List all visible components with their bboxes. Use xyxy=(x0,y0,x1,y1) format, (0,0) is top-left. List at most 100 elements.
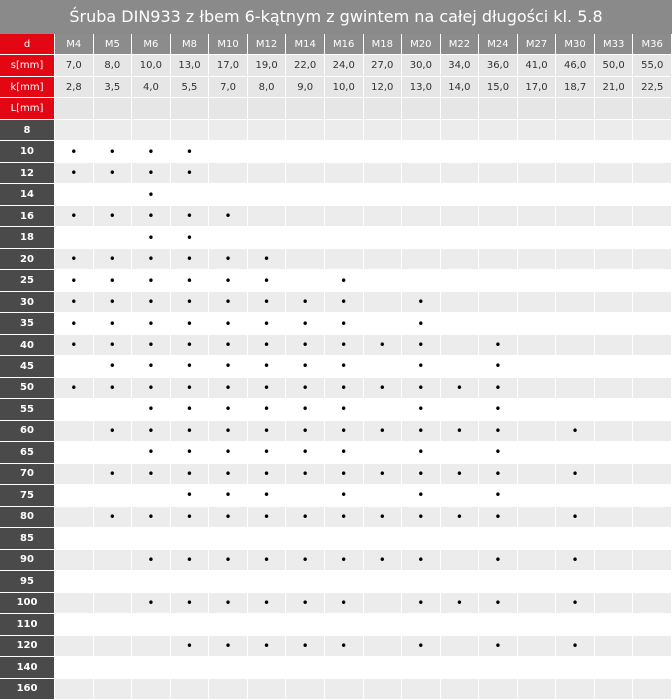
availability-dot: • xyxy=(440,463,480,486)
availability-dot: • xyxy=(55,313,94,335)
empty-cell xyxy=(556,184,595,206)
empty-cell xyxy=(247,184,287,206)
availability-dot: • xyxy=(209,205,248,228)
empty-cell xyxy=(594,678,634,700)
length-label: 35 xyxy=(0,313,55,335)
empty-cell xyxy=(556,291,595,314)
empty-cell xyxy=(402,227,441,249)
availability-dot: • xyxy=(479,334,518,357)
availability-dot: • xyxy=(556,506,595,529)
empty-cell xyxy=(247,119,287,142)
dimension-cell: 22,5 xyxy=(633,76,672,99)
empty-cell xyxy=(363,571,403,593)
availability-dot: • xyxy=(55,334,94,357)
availability-dot: • xyxy=(324,420,364,443)
availability-dot: • xyxy=(479,356,518,378)
availability-dot: • xyxy=(93,334,133,357)
availability-dot: • xyxy=(324,291,364,314)
availability-dot: • xyxy=(170,356,210,378)
availability-dot: • xyxy=(556,463,595,486)
dimension-cell: 46,0 xyxy=(556,55,595,77)
empty-cell xyxy=(93,571,133,593)
availability-dot: • xyxy=(402,463,441,486)
row-header: d xyxy=(0,34,55,56)
empty-cell xyxy=(594,184,634,206)
empty-cell xyxy=(286,98,325,120)
empty-cell xyxy=(556,334,595,357)
availability-dot: • xyxy=(479,420,518,443)
empty-cell xyxy=(247,528,287,550)
empty-cell xyxy=(93,485,133,507)
empty-cell xyxy=(517,528,557,550)
empty-cell xyxy=(633,420,672,443)
empty-cell xyxy=(594,162,634,185)
availability-dot: • xyxy=(556,549,595,572)
empty-cell xyxy=(633,313,672,335)
column-header: M24 xyxy=(479,34,518,56)
column-header: M12 xyxy=(247,34,287,56)
empty-cell xyxy=(170,614,210,636)
availability-dot: • xyxy=(55,162,94,185)
empty-cell xyxy=(517,442,557,464)
empty-cell xyxy=(363,227,403,249)
availability-dot: • xyxy=(209,270,248,292)
empty-cell xyxy=(440,248,480,271)
empty-cell xyxy=(633,528,672,550)
availability-dot: • xyxy=(402,549,441,572)
empty-cell xyxy=(594,356,634,378)
empty-cell xyxy=(170,657,210,679)
availability-dot: • xyxy=(286,334,325,357)
availability-dot: • xyxy=(93,270,133,292)
empty-cell xyxy=(517,141,557,163)
empty-cell xyxy=(247,205,287,228)
empty-cell xyxy=(556,614,595,636)
empty-cell xyxy=(517,162,557,185)
column-header: M5 xyxy=(93,34,133,56)
empty-cell xyxy=(402,678,441,700)
availability-dot: • xyxy=(440,506,480,529)
empty-cell xyxy=(209,98,248,120)
empty-cell xyxy=(55,184,94,206)
empty-cell xyxy=(286,571,325,593)
availability-dot: • xyxy=(324,399,364,421)
empty-cell xyxy=(402,119,441,142)
dimension-cell: 24,0 xyxy=(324,55,364,77)
empty-cell xyxy=(440,141,480,163)
dimension-cell: 14,0 xyxy=(440,76,480,99)
empty-cell xyxy=(594,270,634,292)
empty-cell xyxy=(633,571,672,593)
availability-dot: • xyxy=(209,420,248,443)
length-label: 10 xyxy=(0,141,55,163)
availability-dot: • xyxy=(286,635,325,658)
availability-dot: • xyxy=(402,356,441,378)
empty-cell xyxy=(479,291,518,314)
empty-cell xyxy=(170,98,210,120)
empty-cell xyxy=(286,657,325,679)
availability-dot: • xyxy=(363,420,403,443)
empty-cell xyxy=(479,227,518,249)
empty-cell xyxy=(55,442,94,464)
availability-dot: • xyxy=(402,291,441,314)
empty-cell xyxy=(209,678,248,700)
availability-dot: • xyxy=(402,442,441,464)
empty-cell xyxy=(440,270,480,292)
empty-cell xyxy=(440,614,480,636)
availability-dot: • xyxy=(209,313,248,335)
availability-dot: • xyxy=(132,549,171,572)
empty-cell xyxy=(517,420,557,443)
empty-cell xyxy=(440,678,480,700)
availability-dot: • xyxy=(402,399,441,421)
availability-dot: • xyxy=(209,549,248,572)
empty-cell xyxy=(132,119,171,142)
availability-dot: • xyxy=(324,377,364,400)
availability-dot: • xyxy=(479,399,518,421)
availability-dot: • xyxy=(247,485,287,507)
availability-dot: • xyxy=(479,485,518,507)
availability-dot: • xyxy=(93,356,133,378)
empty-cell xyxy=(363,592,403,615)
empty-cell xyxy=(402,248,441,271)
empty-cell xyxy=(633,162,672,185)
availability-dot: • xyxy=(324,592,364,615)
empty-cell xyxy=(517,270,557,292)
dimension-cell: 30,0 xyxy=(402,55,441,77)
